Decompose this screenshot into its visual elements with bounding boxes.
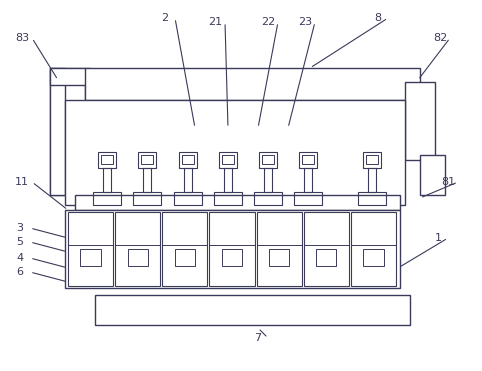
Bar bbox=[95, 295, 410, 325]
Bar bbox=[115, 212, 161, 286]
Bar bbox=[98, 152, 116, 168]
Bar bbox=[368, 168, 376, 192]
Bar bbox=[50, 68, 90, 85]
Bar bbox=[143, 168, 151, 192]
Text: 23: 23 bbox=[298, 17, 312, 27]
Bar bbox=[363, 249, 384, 266]
Text: 21: 21 bbox=[208, 17, 222, 27]
Bar bbox=[264, 168, 272, 192]
Bar bbox=[224, 168, 232, 192]
Bar bbox=[103, 168, 111, 192]
Bar bbox=[420, 155, 445, 195]
Text: 2: 2 bbox=[161, 13, 169, 23]
Bar bbox=[209, 212, 254, 286]
Bar bbox=[366, 155, 378, 164]
Bar bbox=[68, 212, 113, 286]
Bar bbox=[269, 249, 289, 266]
Bar bbox=[351, 212, 396, 286]
Bar bbox=[65, 210, 400, 288]
Bar bbox=[254, 192, 282, 205]
Bar bbox=[294, 192, 322, 205]
Text: 5: 5 bbox=[16, 237, 24, 247]
Text: 82: 82 bbox=[433, 33, 447, 43]
Bar bbox=[316, 249, 336, 266]
Bar bbox=[304, 212, 349, 286]
Bar bbox=[75, 195, 400, 210]
Bar bbox=[80, 249, 101, 266]
Bar bbox=[182, 155, 194, 164]
Bar bbox=[256, 212, 302, 286]
Bar bbox=[55, 100, 85, 185]
Text: 83: 83 bbox=[15, 33, 29, 43]
Bar bbox=[214, 192, 242, 205]
Bar bbox=[138, 152, 156, 168]
Bar bbox=[141, 155, 153, 164]
Bar bbox=[405, 82, 435, 160]
Text: 22: 22 bbox=[261, 17, 275, 27]
Bar bbox=[162, 212, 207, 286]
Text: 7: 7 bbox=[254, 333, 262, 343]
Text: 1: 1 bbox=[434, 233, 442, 243]
Bar bbox=[219, 152, 237, 168]
Bar bbox=[174, 249, 195, 266]
Bar bbox=[85, 68, 420, 100]
Bar bbox=[302, 155, 314, 164]
Bar bbox=[65, 100, 405, 205]
Text: 4: 4 bbox=[16, 253, 24, 263]
Bar bbox=[358, 192, 386, 205]
Bar bbox=[101, 155, 113, 164]
Text: 8: 8 bbox=[375, 13, 382, 23]
Bar bbox=[50, 68, 65, 195]
Bar bbox=[363, 152, 381, 168]
Bar bbox=[222, 249, 242, 266]
Bar bbox=[179, 152, 197, 168]
Bar bbox=[304, 168, 312, 192]
Bar bbox=[299, 152, 317, 168]
Bar bbox=[259, 152, 277, 168]
Text: 3: 3 bbox=[16, 223, 24, 233]
Bar bbox=[128, 249, 148, 266]
Bar bbox=[222, 155, 234, 164]
Bar bbox=[262, 155, 274, 164]
Bar bbox=[50, 68, 85, 195]
Bar bbox=[174, 192, 202, 205]
Text: 11: 11 bbox=[15, 177, 29, 187]
Bar bbox=[133, 192, 161, 205]
Bar bbox=[184, 168, 192, 192]
Bar bbox=[93, 192, 121, 205]
Text: 6: 6 bbox=[16, 267, 24, 277]
Text: 81: 81 bbox=[441, 177, 455, 187]
